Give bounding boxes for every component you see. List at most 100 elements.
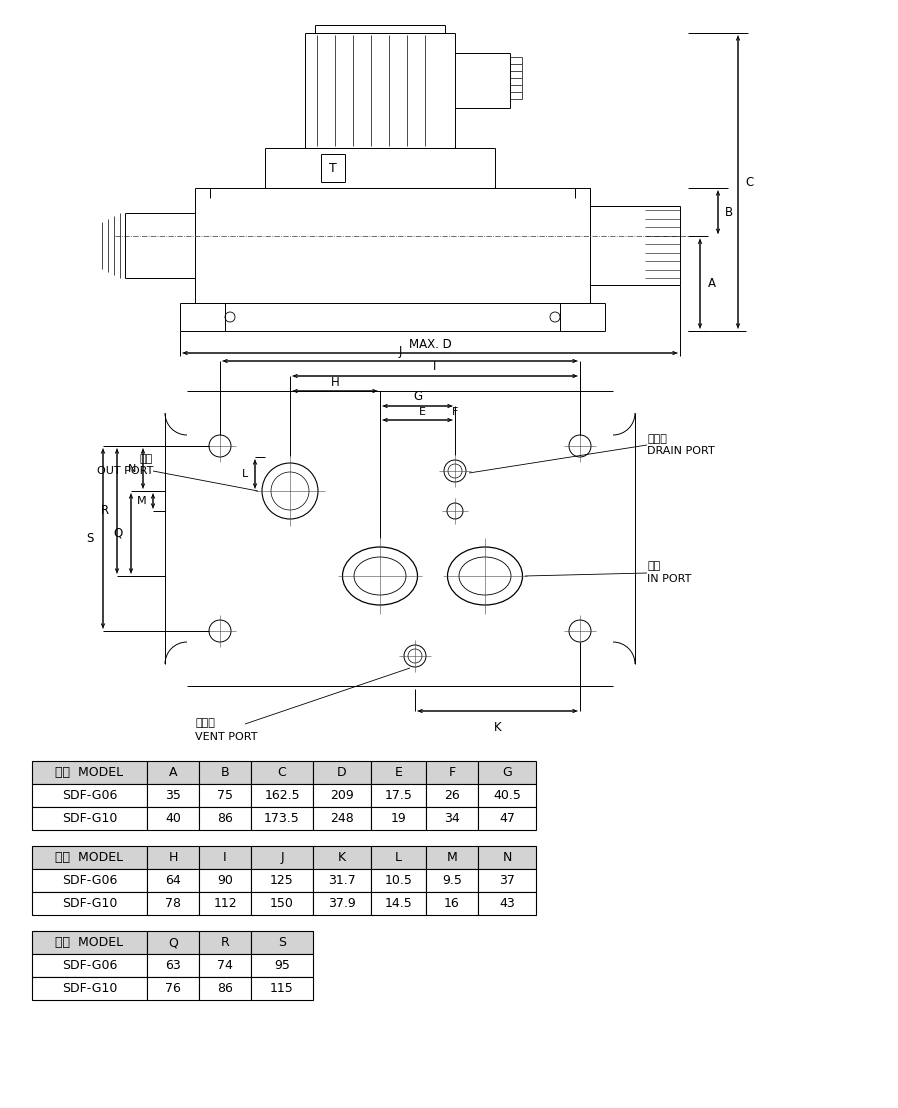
Bar	[147, 847, 199, 869]
Bar	[32, 954, 147, 977]
Text: F: F	[448, 766, 455, 779]
Bar	[147, 784, 199, 807]
Bar	[199, 807, 251, 830]
Text: 115: 115	[270, 982, 294, 995]
Text: SDF-G10: SDF-G10	[62, 982, 117, 995]
Bar	[251, 761, 313, 784]
Text: SDF-G06: SDF-G06	[62, 789, 117, 802]
Text: J: J	[399, 346, 401, 359]
Text: 248: 248	[330, 812, 354, 825]
Text: H: H	[330, 376, 339, 389]
Text: Q: Q	[168, 936, 178, 948]
Text: 37.9: 37.9	[328, 897, 356, 910]
Text: 209: 209	[330, 789, 354, 802]
Bar	[371, 847, 426, 869]
Bar	[32, 807, 147, 830]
Text: 37: 37	[499, 874, 515, 888]
Text: 34: 34	[445, 812, 460, 825]
Text: 入口: 入口	[647, 561, 660, 571]
Text: SDF-G06: SDF-G06	[62, 874, 117, 888]
Bar	[32, 761, 147, 784]
Text: DRAIN PORT: DRAIN PORT	[647, 447, 715, 456]
Bar	[199, 931, 251, 954]
Text: 74: 74	[217, 960, 233, 972]
Text: 86: 86	[217, 812, 233, 825]
Bar	[478, 761, 536, 784]
Text: S: S	[278, 936, 286, 948]
Bar	[251, 977, 313, 1001]
Text: 渗流孔: 渗流孔	[647, 434, 667, 444]
Text: 35: 35	[165, 789, 180, 802]
Text: 40: 40	[165, 812, 180, 825]
Text: M: M	[137, 496, 147, 506]
Text: 型式  MODEL: 型式 MODEL	[56, 766, 124, 779]
Text: 47: 47	[499, 812, 515, 825]
Bar	[478, 847, 536, 869]
Bar	[426, 892, 478, 915]
Text: 19: 19	[391, 812, 407, 825]
Text: R: R	[101, 504, 109, 517]
Bar	[251, 784, 313, 807]
Bar	[32, 931, 147, 954]
Text: 型式  MODEL: 型式 MODEL	[56, 936, 124, 948]
Bar	[147, 931, 199, 954]
Bar	[478, 784, 536, 807]
Bar	[426, 869, 478, 892]
Text: 搖控孔: 搖控孔	[195, 718, 215, 728]
Bar	[199, 954, 251, 977]
Text: K: K	[494, 721, 501, 733]
Bar	[199, 869, 251, 892]
Text: SDF-G10: SDF-G10	[62, 812, 117, 825]
Bar	[251, 807, 313, 830]
Bar	[313, 784, 371, 807]
Bar	[251, 954, 313, 977]
Text: 出口: 出口	[140, 454, 153, 464]
Text: L: L	[395, 851, 402, 864]
Text: 86: 86	[217, 982, 233, 995]
Bar	[251, 869, 313, 892]
Text: 125: 125	[270, 874, 294, 888]
Text: N: N	[502, 851, 512, 864]
Text: 型式  MODEL: 型式 MODEL	[56, 851, 124, 864]
Bar	[32, 784, 147, 807]
Text: IN PORT: IN PORT	[647, 574, 691, 584]
Text: E: E	[394, 766, 402, 779]
Bar	[147, 807, 199, 830]
Bar	[426, 847, 478, 869]
Text: 26: 26	[445, 789, 460, 802]
Bar	[313, 807, 371, 830]
Text: 95: 95	[274, 960, 290, 972]
Text: SDF-G06: SDF-G06	[62, 960, 117, 972]
Bar	[199, 847, 251, 869]
Text: 112: 112	[213, 897, 237, 910]
Text: J: J	[280, 851, 284, 864]
Text: 16: 16	[445, 897, 460, 910]
Bar	[147, 892, 199, 915]
Text: C: C	[277, 766, 286, 779]
Text: G: G	[413, 390, 422, 403]
Text: S: S	[86, 532, 94, 545]
Bar	[313, 892, 371, 915]
Text: MAX. D: MAX. D	[409, 338, 452, 350]
Bar	[371, 761, 426, 784]
Text: R: R	[221, 936, 229, 948]
Bar	[313, 869, 371, 892]
Text: 162.5: 162.5	[264, 789, 300, 802]
Text: 43: 43	[499, 897, 515, 910]
Text: A: A	[708, 277, 716, 290]
Bar	[32, 847, 147, 869]
Bar	[147, 761, 199, 784]
Text: K: K	[338, 851, 346, 864]
Bar	[147, 869, 199, 892]
Text: 14.5: 14.5	[384, 897, 412, 910]
Text: N: N	[128, 463, 136, 473]
Text: 78: 78	[165, 897, 181, 910]
Bar	[426, 761, 478, 784]
Bar	[32, 892, 147, 915]
Text: 76: 76	[165, 982, 180, 995]
Bar	[371, 807, 426, 830]
Text: SDF-G10: SDF-G10	[62, 897, 117, 910]
Text: F: F	[452, 407, 458, 417]
Bar	[426, 807, 478, 830]
Bar	[371, 869, 426, 892]
